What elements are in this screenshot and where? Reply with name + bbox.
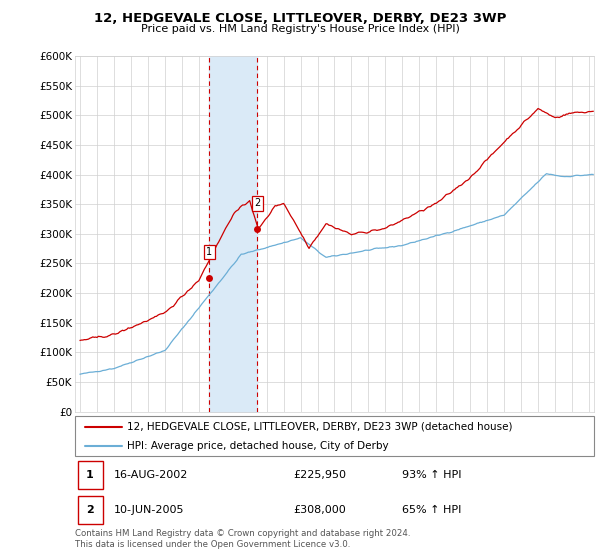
Text: HPI: Average price, detached house, City of Derby: HPI: Average price, detached house, City… xyxy=(127,441,389,450)
Text: 2: 2 xyxy=(254,198,260,208)
Text: £225,950: £225,950 xyxy=(293,470,346,480)
Text: £308,000: £308,000 xyxy=(293,505,346,515)
Text: 65% ↑ HPI: 65% ↑ HPI xyxy=(402,505,461,515)
Text: 12, HEDGEVALE CLOSE, LITTLEOVER, DERBY, DE23 3WP: 12, HEDGEVALE CLOSE, LITTLEOVER, DERBY, … xyxy=(94,12,506,25)
Text: 2: 2 xyxy=(86,505,94,515)
Text: 1: 1 xyxy=(206,247,212,257)
Text: 93% ↑ HPI: 93% ↑ HPI xyxy=(402,470,461,480)
Text: 10-JUN-2005: 10-JUN-2005 xyxy=(114,505,184,515)
Text: 1: 1 xyxy=(86,470,94,480)
Text: Contains HM Land Registry data © Crown copyright and database right 2024.
This d: Contains HM Land Registry data © Crown c… xyxy=(75,529,410,549)
Bar xyxy=(77,496,103,524)
Bar xyxy=(77,460,103,489)
Text: 12, HEDGEVALE CLOSE, LITTLEOVER, DERBY, DE23 3WP (detached house): 12, HEDGEVALE CLOSE, LITTLEOVER, DERBY, … xyxy=(127,422,512,432)
Text: Price paid vs. HM Land Registry's House Price Index (HPI): Price paid vs. HM Land Registry's House … xyxy=(140,24,460,34)
Text: 16-AUG-2002: 16-AUG-2002 xyxy=(114,470,188,480)
